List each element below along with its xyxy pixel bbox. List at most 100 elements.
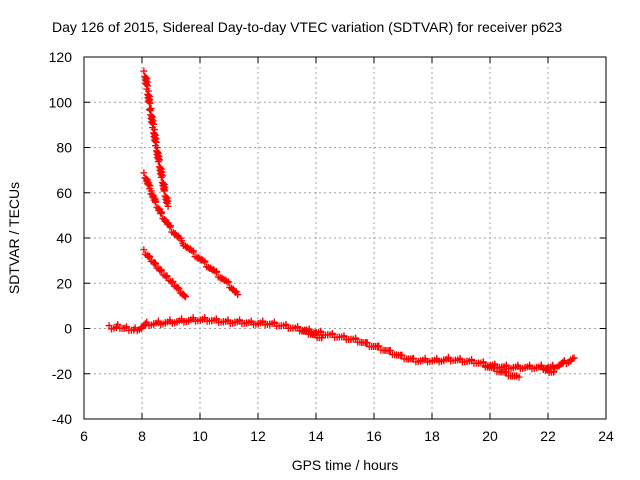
data-point (550, 367, 558, 375)
data-point (181, 292, 189, 300)
data-point (146, 106, 154, 113)
data-point (151, 142, 159, 150)
data-point (317, 327, 325, 335)
data-point (164, 202, 172, 210)
data-point (189, 314, 197, 322)
data-point (141, 320, 149, 328)
data-point (234, 291, 242, 299)
y-axis-label: SDTVAR / TECUs (6, 182, 22, 294)
data-point (146, 99, 154, 107)
data-point (247, 317, 255, 325)
x-tick-label: 24 (598, 428, 614, 444)
data-point (282, 320, 290, 328)
data-point (162, 198, 170, 206)
data-point (224, 279, 232, 287)
data-point (502, 368, 510, 376)
data-point (174, 284, 182, 292)
data-point (163, 272, 171, 280)
data-point (270, 318, 278, 326)
data-point (212, 268, 220, 276)
data-point (340, 332, 348, 340)
data-point (456, 354, 464, 362)
data-point (162, 273, 170, 281)
data-point (468, 356, 476, 364)
data-point (515, 373, 523, 381)
data-point (302, 326, 310, 334)
data-point (140, 246, 148, 254)
data-point (375, 342, 383, 350)
data-point (144, 82, 152, 90)
series-steep-arc (140, 67, 172, 210)
data-point (168, 279, 176, 287)
y-tick-label: 120 (49, 49, 73, 65)
data-point (166, 223, 174, 231)
y-tick-label: -40 (52, 411, 72, 427)
y-tick-label: 20 (56, 275, 72, 291)
x-tick-label: 8 (138, 428, 146, 444)
axis-ticks: 6 8 10 12 14 16 18 20 22 24 -40 -20 0 20 40 60 80 100 120 (49, 49, 614, 444)
data-point (157, 210, 165, 218)
data-point (182, 293, 189, 301)
data-point (151, 198, 159, 206)
data-point (151, 259, 159, 267)
data-point (318, 334, 326, 342)
data-point (232, 288, 240, 296)
series-dip-near-21h (479, 359, 523, 381)
data-point (311, 329, 319, 337)
data-point (570, 354, 578, 362)
data-point (122, 323, 130, 331)
data-point (178, 237, 186, 245)
chart-title: Day 126 of 2015, Sidereal Day-to-day VTE… (52, 19, 562, 35)
data-point (491, 363, 499, 371)
data-point (259, 317, 267, 325)
x-tick-label: 14 (308, 428, 324, 444)
data-point (543, 365, 551, 373)
data-point (157, 173, 165, 181)
x-tick-label: 20 (482, 428, 498, 444)
data-point (157, 266, 165, 274)
data-point (146, 185, 154, 193)
data-point (158, 172, 166, 180)
data-point (410, 354, 418, 362)
data-point (169, 277, 177, 285)
data-point (149, 124, 157, 132)
y-tick-label: 80 (56, 140, 72, 156)
data-point (444, 353, 452, 361)
data-point (514, 361, 522, 369)
data-point (114, 320, 122, 328)
data-point (149, 120, 157, 128)
data-point (155, 156, 163, 164)
data-point (236, 316, 244, 324)
data-point (479, 359, 487, 367)
data-point (537, 361, 545, 369)
data-point (175, 284, 183, 292)
x-tick-label: 22 (540, 428, 556, 444)
series-lower-arc (140, 246, 189, 301)
data-point (143, 85, 151, 93)
x-tick-label: 12 (250, 428, 266, 444)
data-point (151, 259, 159, 267)
data-point (160, 187, 168, 195)
data-point (502, 361, 510, 369)
data-point (212, 315, 220, 323)
data-point (152, 138, 160, 146)
data-point (140, 67, 148, 75)
data-point (352, 334, 360, 342)
data-point (224, 316, 232, 324)
x-tick-label: 18 (424, 428, 440, 444)
x-tick-label: 16 (366, 428, 382, 444)
series-dip-near-14h (294, 323, 326, 342)
data-point (201, 258, 209, 266)
data-point (145, 98, 153, 106)
data-point (189, 248, 197, 256)
data-point (294, 323, 302, 331)
x-tick-label: 6 (80, 428, 88, 444)
y-tick-label: 40 (56, 230, 72, 246)
data-point (398, 351, 406, 359)
series-dip-near-22.2h (537, 361, 558, 376)
data-point (156, 265, 164, 273)
data-point (145, 252, 153, 260)
data-point (201, 314, 209, 322)
data-point (526, 361, 534, 369)
data-point (569, 355, 577, 363)
